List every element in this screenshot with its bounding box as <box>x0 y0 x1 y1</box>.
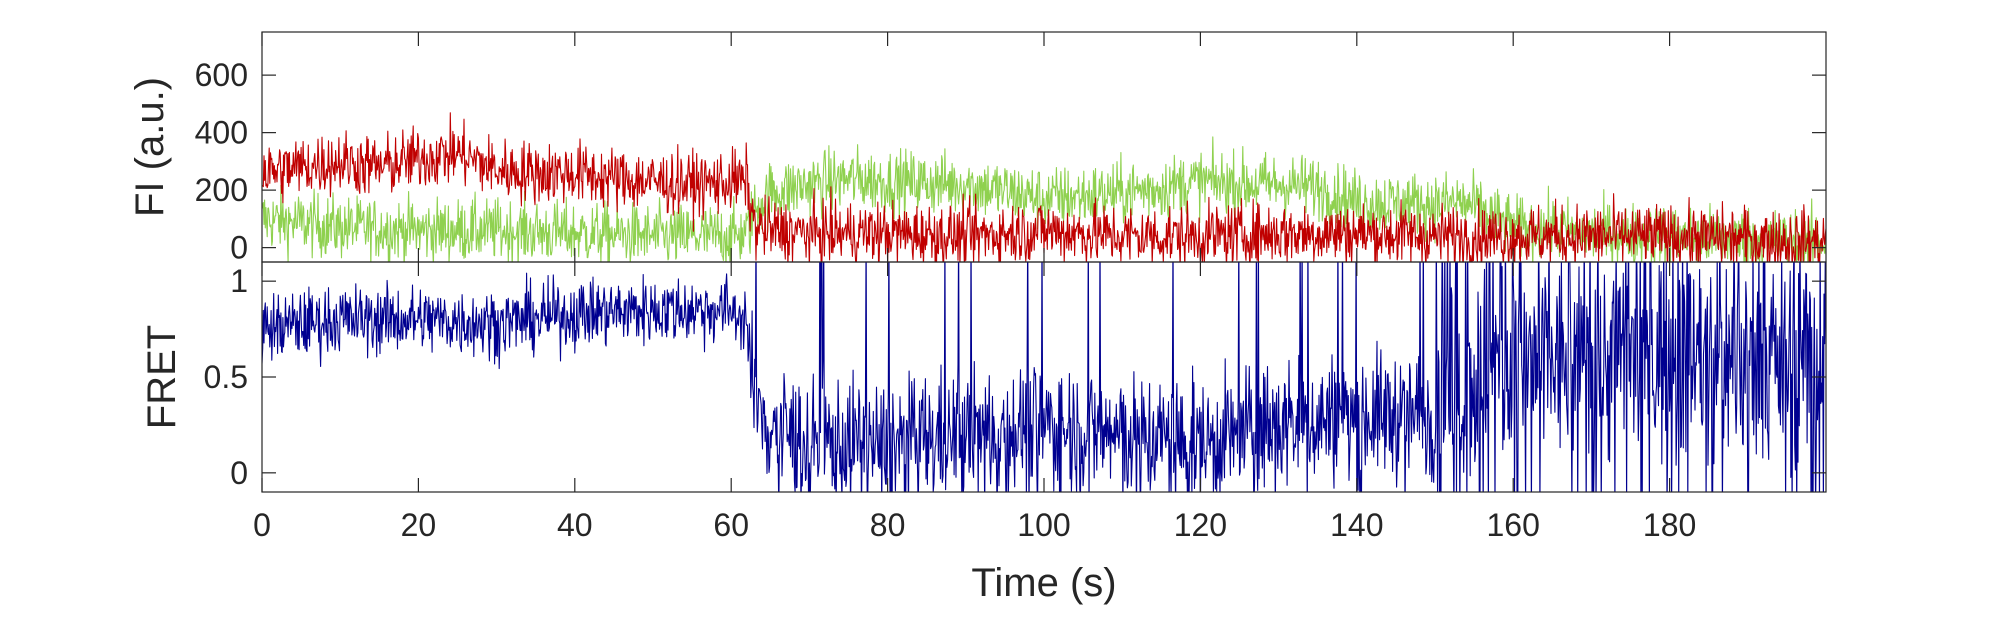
top-series-0-line <box>262 136 1826 262</box>
bottom-xtick-label: 80 <box>870 507 906 543</box>
top-ylabel: FI (a.u.) <box>128 77 172 217</box>
top-ytick-label: 0 <box>230 230 248 266</box>
top-ytick-label: 400 <box>195 115 248 151</box>
bottom-xtick-label: 40 <box>557 507 593 543</box>
bottom-series-0-line <box>262 262 1826 492</box>
bottom-xtick-label: 140 <box>1330 507 1383 543</box>
top-ytick-label: 200 <box>195 172 248 208</box>
bottom-xtick-label: 20 <box>401 507 437 543</box>
bottom-series-group <box>262 262 1826 492</box>
bottom-xtick-label: 60 <box>713 507 749 543</box>
bottom-panel: 0 0.5 1 0 20 40 60 80 100 120 140 160 180 FRET Time (s… <box>140 261 1827 605</box>
bottom-ylabel: FRET <box>140 325 184 429</box>
top-panel: 0 200 400 600 FI (a.u.) <box>128 31 1827 266</box>
bottom-ytick-label: 1 <box>230 263 248 299</box>
top-ytick-label: 600 <box>195 57 248 93</box>
bottom-xtick-label: 160 <box>1487 507 1540 543</box>
bottom-xtick-label: 0 <box>253 507 271 543</box>
bottom-xtick-label: 180 <box>1643 507 1696 543</box>
bottom-xtick-label: 120 <box>1174 507 1227 543</box>
bottom-xlabel: Time (s) <box>971 561 1116 605</box>
bottom-ytick-label: 0.5 <box>204 359 248 395</box>
bottom-ytick-label: 0 <box>230 455 248 491</box>
bottom-xtick-label: 100 <box>1017 507 1070 543</box>
